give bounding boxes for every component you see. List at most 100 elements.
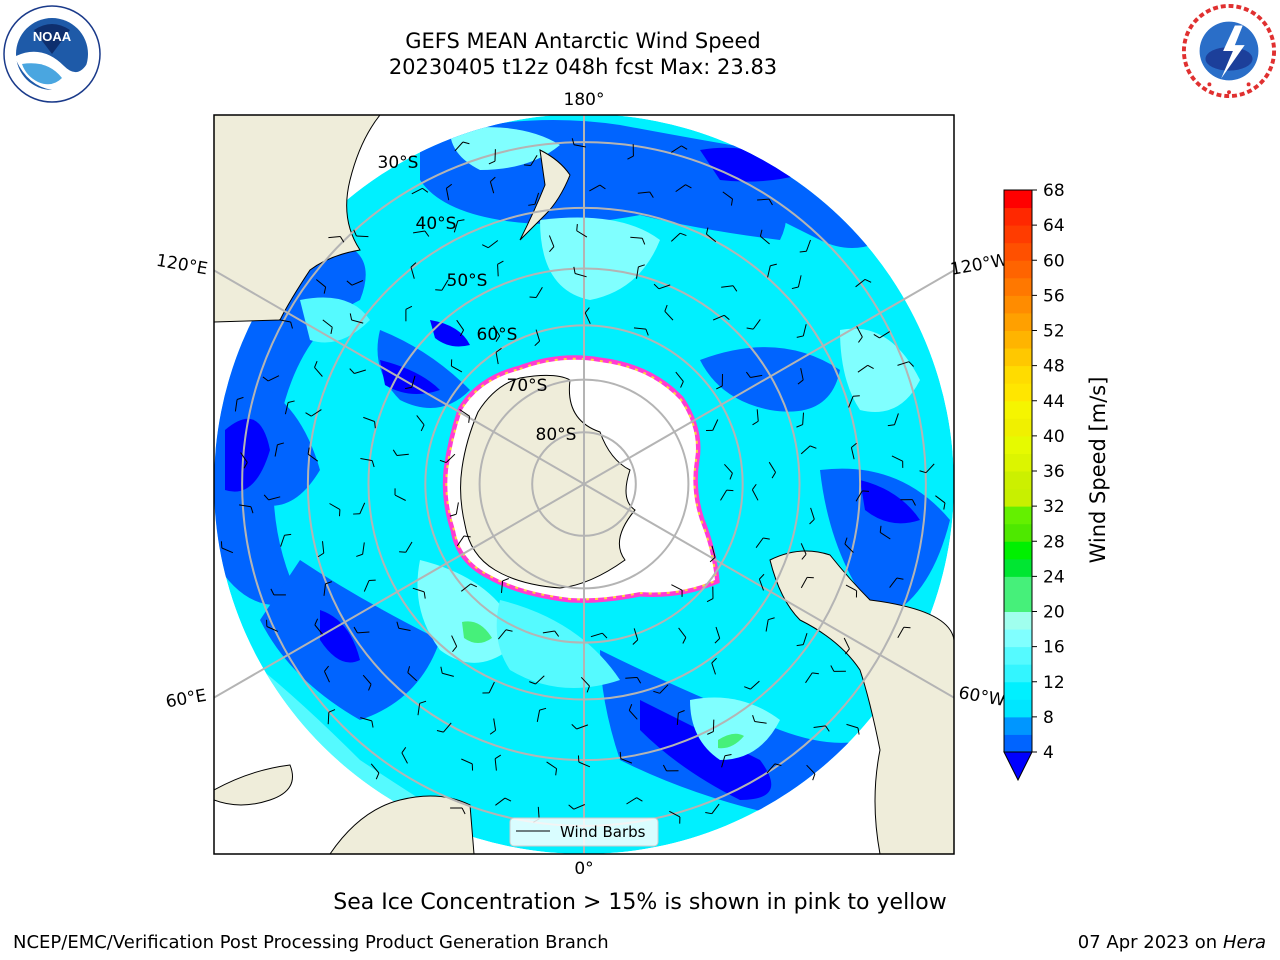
wind-barb bbox=[405, 305, 413, 322]
wind-barb bbox=[323, 665, 330, 683]
wind-barb bbox=[630, 236, 646, 245]
wind-barb bbox=[713, 314, 730, 321]
wind-barb bbox=[855, 490, 870, 502]
wind-barb bbox=[791, 275, 802, 290]
colorbar-tick-label: 48 bbox=[1043, 357, 1065, 377]
wind-barb bbox=[844, 537, 854, 553]
wind-barb bbox=[766, 763, 782, 774]
colorbar-segment bbox=[1004, 260, 1032, 279]
colorbar-segment bbox=[1004, 453, 1032, 472]
wind-barb bbox=[577, 755, 591, 768]
colorbar-segment bbox=[1004, 506, 1032, 525]
map-area bbox=[214, 115, 954, 854]
lon-label-60e: 60°E bbox=[164, 686, 208, 713]
wind-barb bbox=[328, 236, 345, 243]
wind-barb bbox=[848, 395, 860, 408]
wind-barb bbox=[796, 633, 808, 647]
wind-barb bbox=[456, 535, 471, 547]
wind-barb bbox=[800, 445, 817, 455]
colorbar-tick-label: 16 bbox=[1043, 638, 1065, 658]
wind-barb bbox=[669, 810, 681, 824]
colorbar-tick-label: 56 bbox=[1043, 286, 1065, 306]
wind-barb bbox=[392, 449, 409, 456]
wind-barb bbox=[768, 461, 776, 479]
wind-barb bbox=[498, 629, 513, 640]
wind-barb bbox=[671, 145, 688, 153]
colorbar-segment bbox=[1004, 734, 1032, 753]
wind-barb bbox=[573, 266, 587, 278]
colorbar-segment bbox=[1004, 558, 1032, 577]
wind-barb bbox=[360, 458, 375, 468]
wind-field-patch bbox=[860, 480, 920, 524]
colorbar-segment bbox=[1004, 664, 1032, 683]
colorbar-segment bbox=[1004, 400, 1032, 419]
wind-barb bbox=[846, 723, 860, 735]
wind-barb bbox=[450, 807, 466, 815]
wind-barb bbox=[706, 419, 719, 432]
chart-subtitle: 20230405 t12z 048h fcst Max: 23.83 bbox=[388, 55, 778, 79]
wind-barb bbox=[800, 543, 807, 560]
wind-barb bbox=[410, 262, 417, 279]
colorbar-segment bbox=[1004, 611, 1032, 630]
colorbar-tick-label: 44 bbox=[1043, 392, 1065, 412]
wind-barb bbox=[459, 409, 471, 423]
wind-barb bbox=[370, 763, 380, 780]
wind-barb bbox=[675, 371, 684, 388]
wind-barb bbox=[234, 396, 244, 412]
wind-barb bbox=[637, 191, 654, 198]
wind-barb bbox=[280, 533, 292, 547]
wind-field-patch bbox=[640, 700, 772, 800]
nws-logo bbox=[1181, 3, 1277, 99]
wind-barb bbox=[633, 327, 649, 336]
wind-barb bbox=[407, 666, 418, 682]
colorbar-segment bbox=[1004, 716, 1032, 735]
wind-barb bbox=[323, 581, 332, 596]
colorbar-segment bbox=[1004, 471, 1032, 490]
wind-barb bbox=[664, 304, 674, 321]
latitude-label: 30°S bbox=[378, 153, 419, 173]
wind-barb bbox=[436, 722, 452, 733]
meridian-line bbox=[214, 483, 585, 699]
chart-title: GEFS MEAN Antarctic Wind Speed bbox=[405, 29, 761, 53]
colorbar-tick-label: 24 bbox=[1043, 567, 1065, 587]
colorbar-tick-label: 36 bbox=[1043, 462, 1065, 482]
wind-barb bbox=[662, 764, 679, 772]
wind-barb bbox=[495, 347, 502, 365]
wind-barb bbox=[720, 489, 734, 501]
wind-barb bbox=[628, 703, 638, 720]
colorbar-tick-label: 20 bbox=[1043, 603, 1065, 623]
antarctica bbox=[442, 355, 720, 603]
wind-barb bbox=[716, 373, 723, 390]
wind-barb bbox=[262, 375, 280, 382]
wind-barb bbox=[416, 415, 425, 432]
wind-barb bbox=[353, 626, 370, 634]
colorbar-tick-label: 4 bbox=[1043, 743, 1054, 763]
wind-barb bbox=[363, 416, 376, 429]
wind-barb bbox=[360, 717, 374, 728]
colorbar-segment bbox=[1004, 629, 1032, 648]
colorbar-segment bbox=[1004, 348, 1032, 367]
wind-barb bbox=[935, 495, 946, 510]
lon-label-0: 0° bbox=[574, 859, 593, 879]
footer-date: 07 Apr 2023 on Hera bbox=[1078, 932, 1266, 953]
colorbar-tick-label: 8 bbox=[1043, 708, 1054, 728]
wind-field-patch bbox=[225, 418, 270, 492]
lon-label-60w: 60°W bbox=[957, 683, 1007, 711]
wind-barb bbox=[759, 229, 770, 245]
wind-barb bbox=[919, 463, 935, 474]
wind-field-patch bbox=[430, 320, 470, 347]
wind-barb bbox=[744, 680, 760, 690]
wind-barb bbox=[746, 319, 761, 330]
wind-barb bbox=[765, 617, 775, 632]
latitude-label: 50°S bbox=[447, 271, 488, 291]
wind-barb bbox=[799, 239, 811, 253]
wind-barb bbox=[481, 240, 499, 249]
wind-barb bbox=[353, 502, 366, 515]
colorbar-segment bbox=[1004, 576, 1032, 595]
colorbar-segment bbox=[1004, 225, 1032, 244]
wind-barb bbox=[274, 442, 284, 457]
wind-barb bbox=[806, 764, 816, 781]
land-masses bbox=[214, 115, 954, 854]
wind-barb bbox=[745, 371, 763, 378]
